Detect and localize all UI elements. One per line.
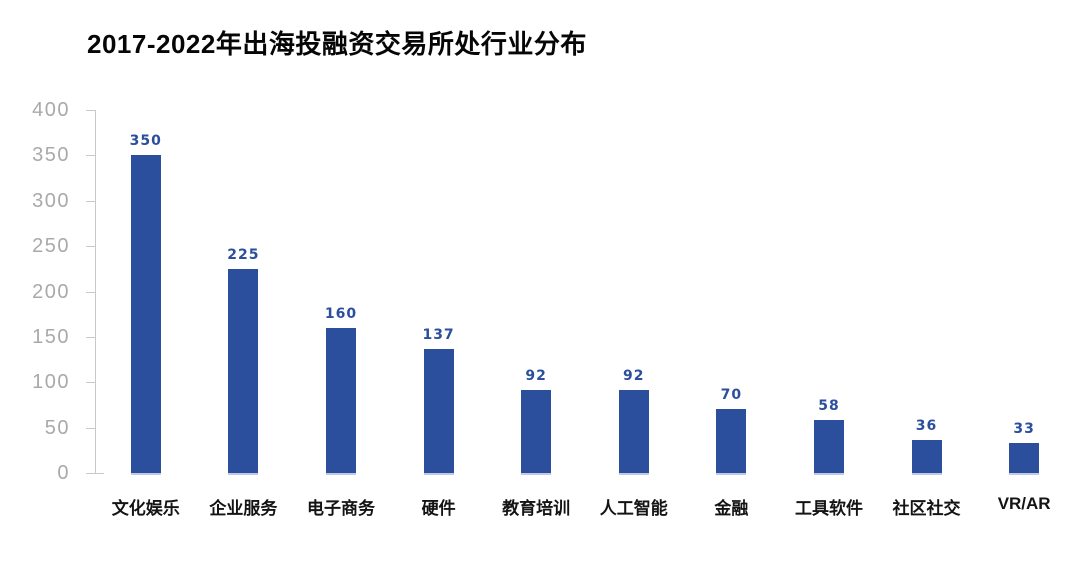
y-axis-tick-label: 50 [44,416,70,439]
x-axis-category-label: 人工智能 [599,499,668,518]
x-axis-category-label: 企业服务 [209,499,278,518]
bar-value-label: 70 [720,387,743,403]
bar-column: 92 [585,368,683,475]
y-axis-tick-label: 150 [32,325,70,348]
bar [521,390,552,475]
y-axis-tick [86,110,95,111]
y-axis-tick-label: 200 [32,280,70,303]
bar [325,328,356,475]
bar-column: 350 [97,133,195,475]
bar-column: 36 [878,418,976,475]
bar-value-label: 92 [525,368,547,384]
bar [618,390,649,475]
y-axis-tick-label: 350 [32,144,70,167]
bar-column: 58 [780,398,878,475]
bar-value-label: 350 [129,133,162,149]
x-axis-category-label: VR/AR [997,494,1051,513]
bar [423,349,454,475]
y-axis-tick-label: 250 [32,235,70,258]
x-axis-category-labels: 文化娱乐 企业服务 电子商务 硬件 教育培训 人工智能 金融 工具软件 社区社交 VR/AR [97,494,1073,519]
x-axis-category-label: 工具软件 [794,499,863,518]
bar-column: 160 [292,306,390,475]
bar-column: 33 [975,421,1073,475]
bar-value-label: 137 [422,327,455,343]
y-axis-tick [86,291,95,293]
y-axis-tick-label: 400 [32,99,70,121]
chart-title: 2017-2022年出海投融资交易所处行业分布 [87,29,587,59]
y-axis-tick [86,382,95,384]
y-axis-tick-label: 0 [57,462,70,484]
bar-value-label: 58 [818,398,840,414]
bar-value-label: 160 [324,306,358,322]
y-axis-foot [95,473,104,474]
bar [228,269,259,475]
y-axis-tick [86,155,95,157]
bar [911,440,942,475]
y-axis-tick [86,246,95,248]
bar-value-label: 225 [227,247,260,263]
y-axis-tick-label: 100 [32,371,70,394]
x-axis-category-label: 教育培训 [502,499,571,518]
bar-value-label: 36 [915,418,938,434]
bar-column: 137 [390,327,488,475]
bar-column: 92 [487,368,585,475]
bar [1009,443,1040,475]
x-axis-category-label: 硬件 [421,499,456,518]
y-axis-tick [86,336,95,338]
bar-value-label: 33 [1013,421,1035,437]
x-axis-category-label: 金融 [714,499,749,518]
bar [716,409,747,475]
bar-series: 350 225 160 137 92 92 70 58 36 33 [97,112,1073,475]
bar-column: 225 [195,247,293,475]
x-axis-category-label: 文化娱乐 [111,499,180,518]
y-axis-tick [86,473,95,474]
bar-value-label: 92 [623,368,645,384]
y-axis-line [95,110,96,473]
bar [813,420,844,475]
x-axis-category-label: 社区社交 [892,499,961,518]
x-axis-category-label: 电子商务 [306,499,375,518]
y-axis-tick [86,200,95,202]
bar [130,155,161,475]
y-axis-tick-label: 300 [32,189,70,212]
y-axis-tick [86,427,95,429]
bar-column: 70 [683,387,781,475]
